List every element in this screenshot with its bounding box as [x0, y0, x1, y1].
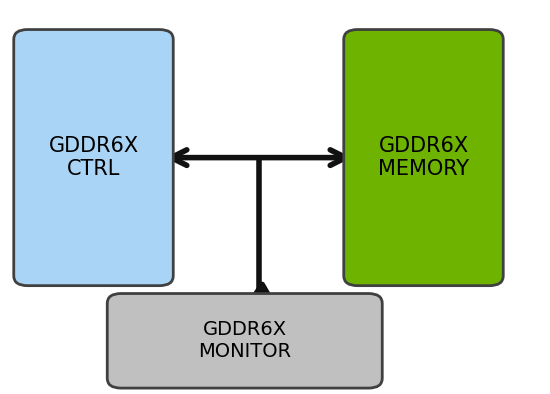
Text: GDDR6X
CTRL: GDDR6X CTRL	[48, 136, 139, 179]
Text: GDDR6X
MONITOR: GDDR6X MONITOR	[198, 320, 292, 361]
FancyBboxPatch shape	[14, 30, 173, 286]
FancyBboxPatch shape	[107, 294, 382, 388]
FancyBboxPatch shape	[344, 30, 503, 286]
Text: GDDR6X
MEMORY: GDDR6X MEMORY	[378, 136, 469, 179]
